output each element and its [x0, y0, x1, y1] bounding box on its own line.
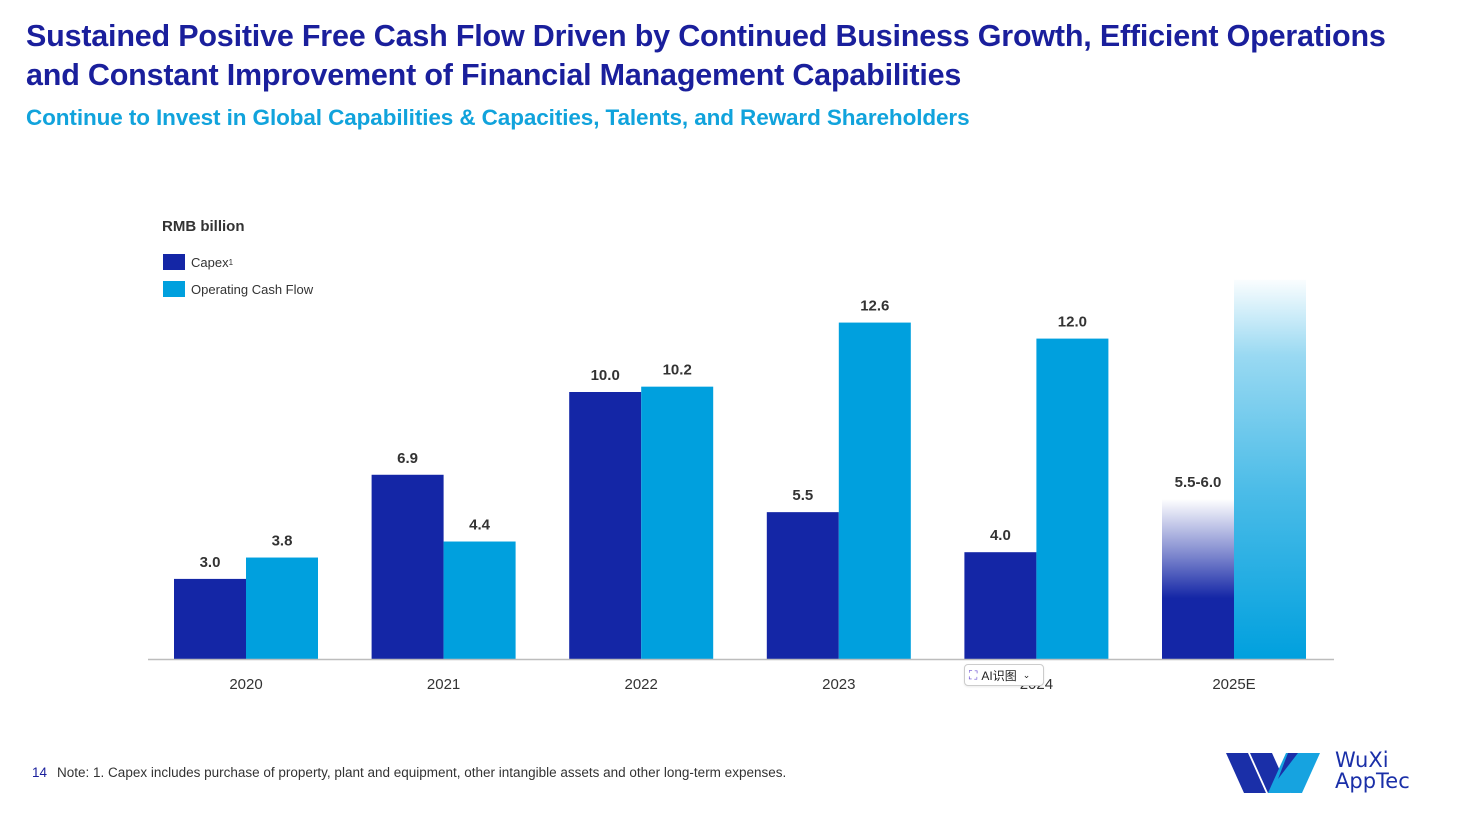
x-tick-label-2021: 2021 [427, 676, 460, 693]
page-number: 14 [32, 765, 48, 780]
legend-label-capex: Capex [191, 254, 229, 270]
logo-line-2: AppTec [1335, 769, 1410, 793]
data-label-capex-2025E: 5.5-6.0 [1175, 474, 1222, 491]
chevron-down-icon: ⌄ [1022, 669, 1031, 680]
unit-label: RMB billion [162, 218, 245, 235]
logo-text: WuXi AppTec [1335, 750, 1410, 792]
bar-capex-2023 [766, 512, 839, 659]
ai-recognize-button[interactable]: ⛶ AI识图 ⌄ [964, 664, 1044, 686]
legend-item-ocf: Operating Cash Flow [163, 281, 313, 297]
x-tick-label-2023: 2023 [822, 676, 855, 693]
data-label-capex-2021: 6.9 [397, 450, 418, 467]
wuxi-apptec-logo-icon [1226, 753, 1320, 793]
data-label-capex-2020: 3.0 [200, 554, 221, 571]
bar-operating-cash-flow-2020 [246, 557, 318, 659]
ai-scan-icon: ⛶ [969, 667, 978, 682]
legend-item-capex: Capex 1 [163, 254, 233, 270]
bar-operating-cash-flow-2021 [443, 541, 516, 659]
x-tick-label-2025E: 2025E [1212, 676, 1255, 693]
legend-swatch-capex [163, 254, 185, 270]
logo-line-1: WuXi [1335, 748, 1389, 772]
bar-operating-cash-flow-2022 [641, 386, 714, 659]
legend-footnote-marker: 1 [228, 257, 234, 267]
bar-capex-2020 [174, 578, 246, 659]
data-label-operating-cash-flow-2022: 10.2 [663, 362, 692, 379]
footnote: 14 Note: 1. Capex includes purchase of pr… [32, 765, 786, 780]
bar-capex-2022 [569, 392, 642, 659]
footnote-text: Note: 1. Capex includes purchase of prop… [57, 765, 787, 780]
data-label-capex-2023: 5.5 [792, 487, 813, 504]
bar-operating-cash-flow-2025E [1234, 279, 1306, 659]
page-title: Sustained Positive Free Cash Flow Driven… [26, 19, 1386, 92]
data-label-operating-cash-flow-2023: 12.6 [860, 298, 889, 315]
data-label-operating-cash-flow-2021: 4.4 [469, 517, 491, 534]
bar-capex-2021 [371, 474, 444, 659]
data-label-capex-2022: 10.0 [591, 367, 620, 384]
bar-operating-cash-flow-2023 [838, 322, 911, 659]
bar-operating-cash-flow-2024 [1036, 338, 1109, 659]
bar-capex-2024 [964, 552, 1037, 659]
ai-badge-label: AI识图 [981, 668, 1017, 683]
x-tick-label-2022: 2022 [625, 676, 658, 693]
x-tick-label-2020: 2020 [229, 676, 262, 693]
data-label-operating-cash-flow-2024: 12.0 [1058, 314, 1087, 331]
legend-label-ocf: Operating Cash Flow [191, 281, 314, 297]
page-subtitle: Continue to Invest in Global Capabilitie… [26, 105, 970, 130]
data-label-capex-2024: 4.0 [990, 527, 1011, 544]
data-label-operating-cash-flow-2020: 3.8 [272, 533, 293, 550]
legend-swatch-ocf [163, 281, 185, 297]
bar-capex-2025E [1162, 498, 1234, 659]
